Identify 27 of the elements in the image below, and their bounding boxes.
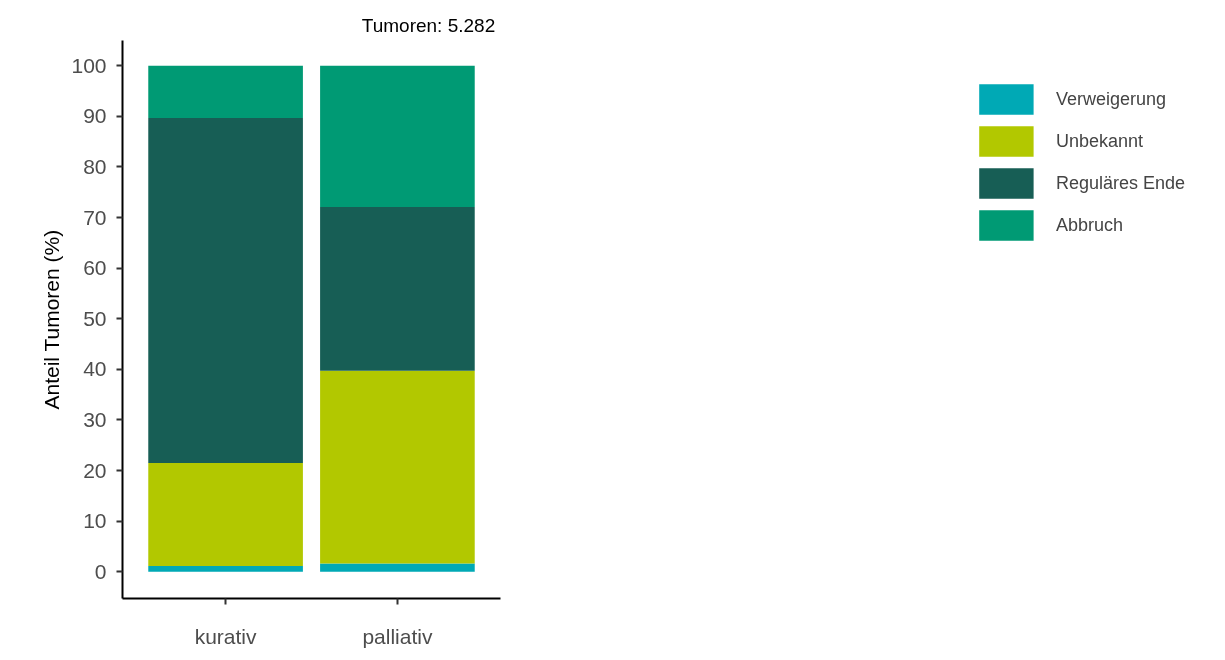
y-tick-label: 20 xyxy=(83,458,107,482)
legend-label: Unbekannt xyxy=(1055,130,1143,152)
bar xyxy=(148,462,303,567)
y-tick-label: 80 xyxy=(83,154,107,178)
y-tick-label: 100 xyxy=(71,53,107,77)
bar xyxy=(148,65,303,118)
legend-label: Verweigerung xyxy=(1055,88,1166,110)
y-tick-label: 40 xyxy=(83,357,107,381)
legend-label: Abbruch xyxy=(1055,214,1123,236)
y-tick-label: 10 xyxy=(83,509,107,533)
y-tick-label: 70 xyxy=(83,205,107,229)
bar xyxy=(148,566,303,572)
bar xyxy=(320,370,475,564)
bar xyxy=(320,65,475,207)
x-tick-label: kurativ xyxy=(194,624,258,648)
y-tick-label: 50 xyxy=(83,306,107,330)
x-tick-label: palliativ xyxy=(362,624,433,648)
bar xyxy=(148,117,303,463)
y-tick-label: 0 xyxy=(94,559,107,583)
y-tick-label: 90 xyxy=(83,104,107,128)
bar xyxy=(320,563,475,572)
y-tick-label: 60 xyxy=(83,256,107,280)
y-tick-label: 30 xyxy=(83,407,107,431)
bar xyxy=(320,206,475,371)
y-axis-title: Anteil Tumoren (%) xyxy=(40,229,64,410)
text: Tumoren: 5.282 xyxy=(361,14,496,36)
legend-label: Reguläres Ende xyxy=(1055,172,1185,194)
